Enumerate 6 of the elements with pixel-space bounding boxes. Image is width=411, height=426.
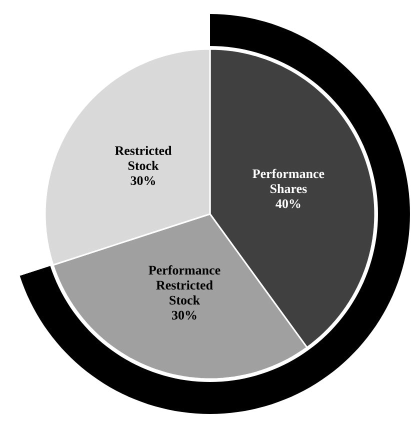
slice-label: Performance Shares [252,168,324,194]
data-label: 30% [172,310,196,320]
slice-label: Performance Restricted Stock [148,265,220,305]
data-label: 30% [130,176,156,186]
slice-label: Restricted Stock [114,146,172,170]
data-label: 40% [276,199,300,208]
